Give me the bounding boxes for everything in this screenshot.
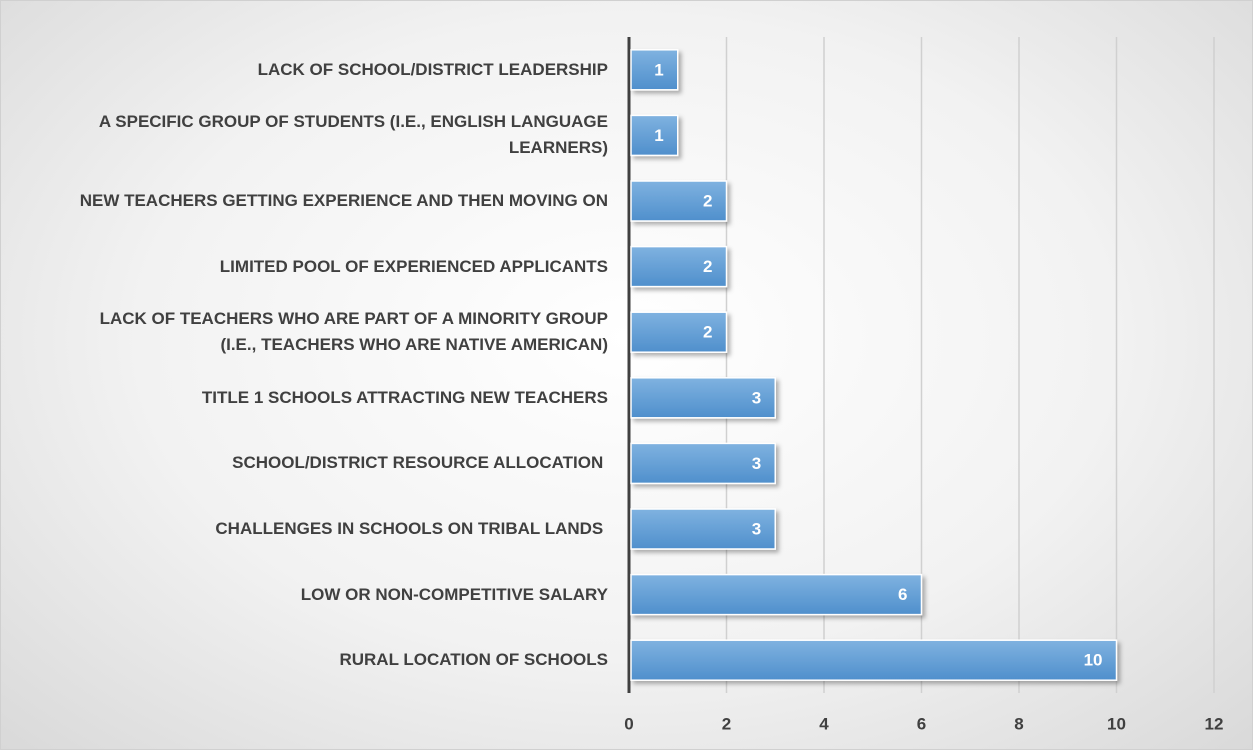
x-tick-label: 12 — [1205, 714, 1224, 733]
value-label: 2 — [703, 191, 712, 210]
y-tick-label: TITLE 1 SCHOOLS ATTRACTING NEW TEACHERS — [201, 387, 608, 407]
y-tick-label: NEW TEACHERS GETTING EXPERIENCE AND THEN… — [79, 191, 608, 210]
bar — [630, 114, 679, 157]
bar — [630, 442, 776, 485]
value-label: 10 — [1084, 651, 1103, 670]
x-tick-label: 4 — [819, 714, 829, 733]
y-tick-label: LOW OR NON-COMPETITIVE SALARY — [300, 584, 608, 604]
bar — [630, 377, 776, 419]
value-label: 6 — [898, 585, 907, 604]
value-label: 3 — [752, 388, 761, 407]
x-tick-label: 2 — [722, 714, 731, 733]
value-label: 2 — [703, 323, 712, 342]
y-tick-label: CHALLENGES IN SCHOOLS ON TRIBAL LANDS — [215, 519, 608, 538]
y-tick-label: LIMITED POOL OF EXPERIENCED APPLICANTS — [219, 256, 608, 276]
y-tick-label: SCHOOL/DISTRICT RESOURCE ALLOCATION — [232, 453, 608, 473]
value-label: 3 — [752, 454, 761, 473]
bar — [630, 311, 728, 353]
y-tick-label: RURAL LOCATION OF SCHOOLS — [339, 650, 608, 670]
bar — [630, 180, 728, 222]
bar — [630, 245, 728, 288]
value-label: 1 — [654, 126, 663, 145]
x-tick-label: 10 — [1107, 714, 1126, 733]
value-label: 2 — [703, 257, 712, 276]
bar — [630, 639, 1118, 681]
y-tick-label: LACK OF TEACHERS WHO ARE PART OF A MINOR… — [99, 309, 613, 355]
y-tick-label: LACK OF SCHOOL/DISTRICT LEADERSHIP — [257, 59, 608, 79]
value-label: 1 — [654, 60, 663, 79]
x-tick-label: 6 — [917, 714, 926, 733]
value-label: 3 — [752, 519, 761, 538]
y-tick-label: A SPECIFIC GROUP OF STUDENTS (I.E., ENGL… — [98, 112, 613, 158]
bar — [630, 49, 679, 91]
x-tick-label: 8 — [1014, 714, 1023, 733]
bar — [630, 508, 776, 550]
bar — [630, 573, 923, 616]
x-tick-label: 0 — [624, 714, 633, 733]
